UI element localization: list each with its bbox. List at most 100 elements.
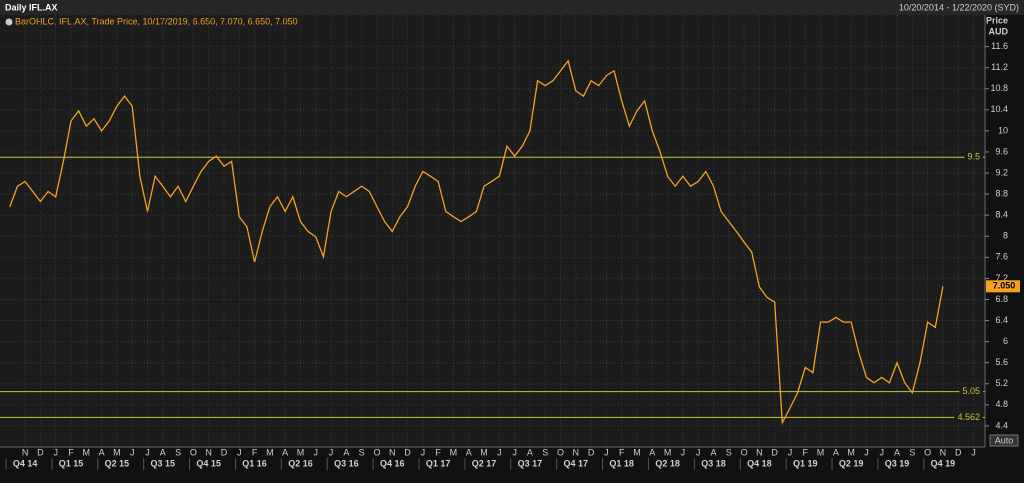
y-tick-label: 11.6 [991,41,1008,51]
quarter-label: Q1 17 [426,458,451,468]
legend-icon[interactable] [5,18,13,26]
y-tick-label: 7.6 [995,252,1008,262]
x-tick-label: M [297,447,305,457]
x-tick-label: J [145,447,150,457]
quarter-label: Q1 18 [609,458,634,468]
y-tick-label: 9.2 [995,167,1008,177]
last-price-label: 7.050 [993,281,1016,291]
x-tick-label: M [266,447,274,457]
y-tick-label: 7.2 [995,273,1008,283]
header-bar [0,0,1024,15]
auto-button[interactable] [989,434,1019,447]
x-tick-label: O [741,447,748,457]
x-tick-label: J [497,447,502,457]
x-tick-label: J [237,447,242,457]
x-tick-label: A [833,447,839,457]
y-tick-label: 6 [1003,336,1008,346]
quarter-label: Q2 16 [288,458,313,468]
y-tick-label: 8.8 [995,188,1008,198]
y-tick-label: 10.4 [990,104,1008,114]
x-tick-label: N [940,447,947,457]
quarter-label: Q4 19 [931,458,956,468]
x-tick-label: F [252,447,258,457]
quarter-label: Q2 15 [105,458,130,468]
legend-entry: BarOHLC, IFL.AX, Trade Price, 10/17/2019… [15,16,298,26]
quarter-label: Q4 16 [380,458,405,468]
x-tick-label: M [633,447,641,457]
x-tick-label: J [512,447,517,457]
x-tick-label: F [68,447,74,457]
x-tick-label: A [649,447,655,457]
horizontal-line-label: 9.5 [967,152,980,162]
y-axis-title: Price [986,15,1008,25]
x-tick-label: A [710,447,716,457]
date-range: 10/20/2014 - 1/22/2020 (SYD) [899,2,1019,12]
x-tick-label: D [955,447,962,457]
x-tick-label: J [696,447,701,457]
x-tick-label: F [803,447,809,457]
x-tick-label: J [604,447,609,457]
y-tick-label: 11.2 [991,62,1008,72]
x-tick-label: M [450,447,458,457]
x-tick-label: J [421,447,426,457]
quarter-label: Q3 19 [885,458,910,468]
x-tick-label: O [557,447,564,457]
x-tick-label: D [771,447,778,457]
label-background [959,386,983,397]
x-tick-label: J [864,447,869,457]
x-tick-label: S [175,447,181,457]
x-tick-label: J [53,447,58,457]
quarter-label: Q4 17 [564,458,589,468]
y-tick-label: 8.4 [995,210,1008,220]
x-tick-label: S [359,447,365,457]
quarter-label: Q4 14 [13,458,38,468]
x-tick-label: J [681,447,686,457]
x-tick-label: O [924,447,931,457]
x-tick-label: S [909,447,915,457]
x-tick-label: M [664,447,672,457]
horizontal-line-label: 5.05 [962,386,980,396]
x-tick-label: J [329,447,334,457]
quarter-label: Q2 18 [655,458,680,468]
x-tick-label: J [130,447,135,457]
quarter-label: Q4 18 [747,458,772,468]
x-tick-label: J [314,447,319,457]
x-tick-label: M [113,447,121,457]
x-tick-label: A [282,447,288,457]
x-tick-label: N [389,447,396,457]
quarter-label: Q3 18 [701,458,726,468]
y-tick-label: 4.4 [995,420,1008,430]
chart-title: Daily IFL.AX [5,2,58,12]
y-tick-label: 9.6 [995,146,1008,156]
x-tick-label: A [894,447,900,457]
x-tick-label: M [83,447,91,457]
x-tick-label: J [788,447,793,457]
x-tick-label: A [466,447,472,457]
x-tick-label: S [542,447,548,457]
x-tick-label: M [480,447,488,457]
x-tick-label: S [726,447,732,457]
quarter-label: Q1 16 [242,458,267,468]
auto-button-label: Auto [995,435,1014,445]
y-tick-label: 5.2 [995,378,1008,388]
quarter-label: Q1 15 [59,458,84,468]
y-tick-label: 10 [998,125,1008,135]
last-price-tag [986,280,1020,293]
quarter-label: Q4 15 [196,458,221,468]
quarter-label: Q1 19 [793,458,818,468]
y-tick-label: 6.4 [995,315,1008,325]
label-background [954,411,983,422]
x-tick-label: D [404,447,411,457]
y-tick-label: 8 [1003,231,1008,241]
y-tick-label: 6.8 [995,294,1008,304]
x-tick-label: F [619,447,625,457]
x-tick-label: A [99,447,105,457]
x-tick-label: F [435,447,441,457]
x-tick-label: D [221,447,228,457]
quarter-label: Q3 16 [334,458,359,468]
x-tick-label: N [573,447,580,457]
x-tick-label: A [343,447,349,457]
x-tick-label: J [971,447,976,457]
